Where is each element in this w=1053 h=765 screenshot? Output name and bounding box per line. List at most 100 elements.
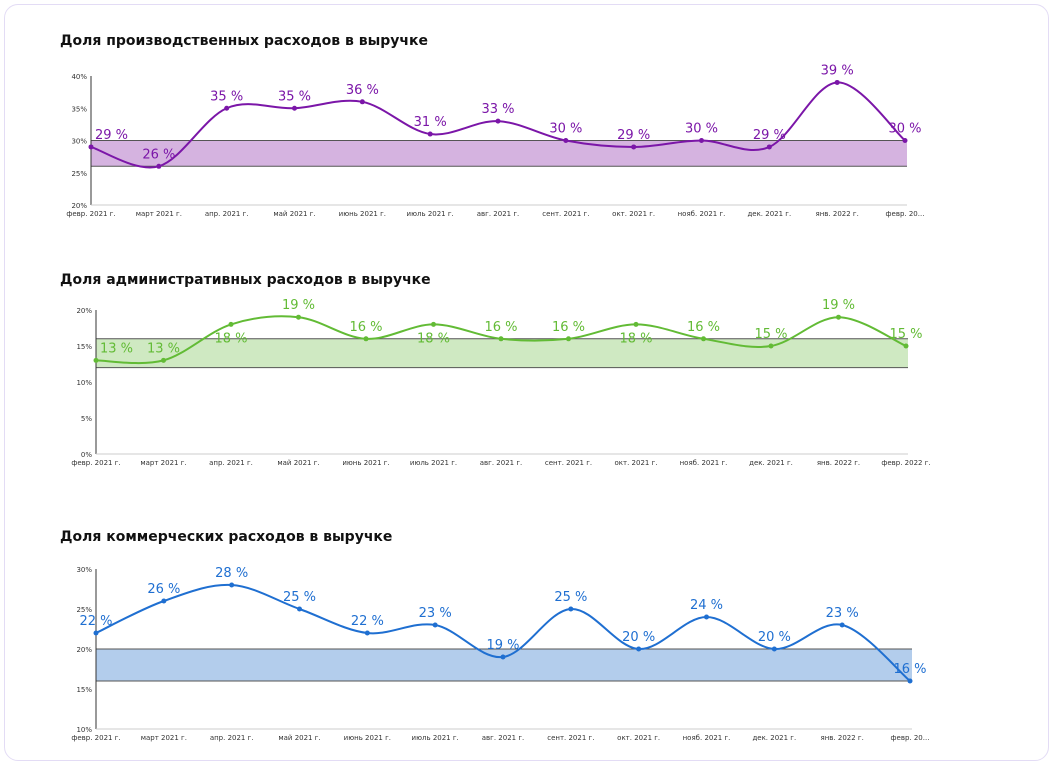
x-tick-label: дек. 2021 г. — [749, 459, 793, 467]
data-point — [495, 118, 501, 124]
data-point — [228, 321, 234, 327]
x-tick-label: июль 2021 г. — [410, 459, 457, 467]
y-tick-label: 15% — [76, 343, 92, 351]
data-point — [292, 105, 297, 111]
data-point — [766, 144, 772, 150]
data-label: 22 % — [79, 614, 112, 629]
data-point — [836, 314, 841, 320]
x-tick-label: окт. 2021 г. — [612, 210, 655, 218]
x-tick-label: окт. 2021 г. — [617, 734, 660, 742]
data-label: 16 % — [687, 320, 720, 335]
data-label: 16 % — [349, 320, 382, 335]
x-tick-label: февр. 2022 г. — [881, 459, 930, 467]
data-label: 16 % — [893, 662, 926, 677]
x-tick-label: апр. 2021 г. — [210, 734, 254, 742]
dashboard-card — [4, 4, 1049, 761]
data-point — [93, 357, 99, 363]
x-tick-label: окт. 2021 г. — [615, 459, 658, 467]
x-tick-label: нояб. 2021 г. — [683, 734, 731, 742]
x-tick-label: апр. 2021 г. — [209, 459, 253, 467]
data-point — [566, 336, 571, 342]
x-tick-label: сент. 2021 г. — [545, 459, 592, 467]
y-tick-label: 10% — [76, 726, 92, 734]
data-point — [701, 336, 706, 342]
y-tick-label: 15% — [76, 686, 92, 694]
x-tick-label: сент. 2021 г. — [547, 734, 594, 742]
x-tick-label: февр. 20... — [886, 210, 925, 218]
x-tick-label: февр. 20... — [891, 734, 930, 742]
data-point — [834, 79, 840, 85]
x-tick-label: март 2021 г. — [136, 210, 182, 218]
x-tick-label: февр. 2021 г. — [71, 734, 120, 742]
data-label: 15 % — [754, 327, 787, 342]
data-label: 31 % — [414, 115, 447, 130]
y-tick-label: 30% — [71, 138, 87, 146]
data-point — [93, 630, 99, 636]
data-point — [359, 99, 365, 105]
data-label: 19 % — [822, 298, 855, 313]
data-point — [498, 336, 504, 342]
x-tick-label: нояб. 2021 г. — [680, 459, 728, 467]
x-tick-label: дек. 2021 г. — [752, 734, 796, 742]
data-point — [563, 138, 569, 143]
data-label: 30 % — [888, 122, 921, 137]
threshold-band — [96, 649, 912, 681]
x-tick-label: июнь 2021 г. — [344, 734, 391, 742]
data-label: 36 % — [346, 83, 379, 98]
data-label: 29 % — [617, 128, 650, 143]
data-point — [427, 131, 433, 137]
x-tick-label: февр. 2021 г. — [66, 210, 115, 218]
data-label: 15 % — [889, 327, 922, 342]
data-label: 20 % — [758, 630, 791, 645]
x-tick-label: март 2021 г. — [140, 459, 186, 467]
x-tick-label: сент. 2021 г. — [542, 210, 589, 218]
data-point — [633, 321, 639, 327]
data-label: 30 % — [685, 122, 718, 137]
y-tick-label: 0% — [81, 451, 92, 459]
data-label: 20 % — [622, 630, 655, 645]
data-label: 29 % — [753, 128, 786, 143]
data-point — [699, 138, 704, 143]
threshold-band — [96, 338, 908, 368]
data-point — [568, 606, 574, 612]
data-point — [161, 598, 167, 604]
data-point — [768, 343, 774, 349]
data-point — [771, 646, 777, 652]
x-tick-label: февр. 2021 г. — [71, 459, 120, 467]
x-tick-label: март 2021 г. — [141, 734, 187, 742]
data-point — [432, 622, 438, 628]
data-label: 26 % — [142, 147, 175, 162]
data-point — [297, 606, 302, 612]
data-label: 18 % — [214, 331, 247, 346]
data-label: 23 % — [826, 606, 859, 621]
x-tick-label: янв. 2022 г. — [817, 459, 860, 467]
data-point — [907, 678, 913, 684]
data-point — [363, 336, 369, 342]
data-label: 35 % — [210, 89, 243, 104]
data-point — [224, 105, 230, 111]
data-point — [631, 144, 637, 150]
y-tick-label: 40% — [71, 73, 87, 81]
data-label: 26 % — [147, 582, 180, 597]
data-label: 13 % — [100, 341, 133, 356]
chart-title-admin: Доля административных расходов в выручке — [60, 272, 431, 288]
chart-2: 10% 15% 20% 25% 30% февр. 2021 г. март 2021 г.… — [71, 566, 929, 742]
y-tick-label: 20% — [71, 202, 87, 210]
y-tick-label: 30% — [76, 566, 92, 574]
data-label: 35 % — [278, 89, 311, 104]
x-tick-label: дек. 2021 г. — [747, 210, 791, 218]
data-label: 16 % — [552, 320, 585, 335]
data-point — [161, 357, 166, 363]
data-label: 16 % — [484, 320, 517, 335]
data-label: 33 % — [481, 102, 514, 117]
x-tick-label: май 2021 г. — [277, 459, 319, 467]
y-tick-label: 20% — [76, 307, 92, 315]
data-label: 25 % — [554, 590, 587, 605]
data-label: 28 % — [215, 566, 248, 581]
data-point — [364, 630, 370, 636]
data-label: 22 % — [351, 614, 384, 629]
y-tick-label: 35% — [71, 105, 87, 113]
x-tick-label: июль 2021 г. — [407, 210, 454, 218]
data-point — [902, 138, 908, 143]
data-point — [229, 582, 235, 588]
